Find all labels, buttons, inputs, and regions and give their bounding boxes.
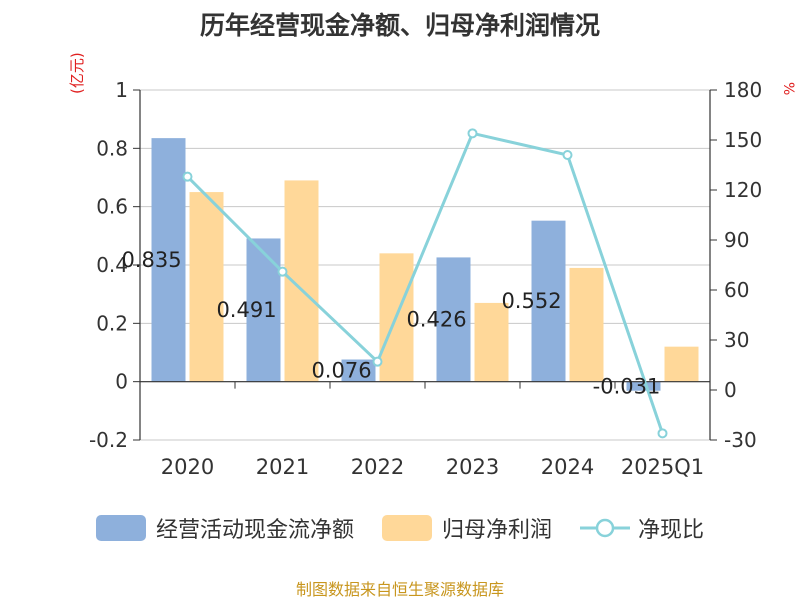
legend-swatch-ratio (580, 518, 630, 538)
left-tick-label: 0.8 (96, 136, 128, 160)
category-label: 2025Q1 (621, 455, 704, 479)
bar-netprofit (284, 180, 319, 382)
left-tick-label: 0.2 (96, 311, 128, 335)
left-tick-label: 0.6 (96, 195, 128, 219)
right-tick-label: 0 (724, 378, 737, 402)
ratio-point (657, 428, 668, 439)
ratio-point (467, 128, 478, 139)
right-tick-label: 150 (724, 128, 762, 152)
data-source-note: 制图数据来自恒生聚源数据库 (295, 580, 504, 599)
data-label: 0.835 (121, 248, 181, 272)
data-label: 0.426 (406, 308, 466, 332)
category-label: 2021 (256, 455, 309, 479)
category-label: 2020 (161, 455, 214, 479)
right-tick-label: 120 (724, 178, 762, 202)
ratio-point (182, 171, 193, 182)
right-tick-label: 60 (724, 278, 749, 302)
legend-item-cashflow[interactable]: 经营活动现金流净额 (95, 512, 354, 544)
bar-cashflow (341, 359, 376, 382)
left-tick-label: 1 (115, 78, 128, 102)
bar-cashflow (151, 138, 186, 382)
ratio-point (277, 266, 288, 277)
category-label: 2024 (541, 455, 594, 479)
legend-label-ratio: 净现比 (638, 518, 705, 543)
legend: 经营活动现金流净额 归母净利润 净现比 (0, 512, 800, 544)
legend-swatch-cashflow (95, 515, 146, 541)
legend-item-ratio[interactable]: 净现比 (580, 512, 704, 544)
ratio-point (372, 356, 383, 367)
chart-canvas: -0.2 0 0.2 0.4 0.6 0.8 1 -30 0 30 60 90 120 150 180 202… (89, 78, 762, 479)
bar-netprofit (664, 346, 699, 382)
chart-title: 历年经营现金净额、归母净利润情况 (199, 11, 600, 40)
category-label: 2023 (446, 455, 499, 479)
bar-netprofit (569, 267, 604, 382)
legend-swatch-netprofit (381, 515, 432, 541)
data-label: -0.031 (593, 375, 661, 399)
legend-item-netprofit[interactable]: 归母净利润 (381, 512, 552, 544)
data-label: 0.491 (216, 298, 276, 322)
left-tick-label: 0 (115, 370, 128, 394)
bar-netprofit (189, 192, 224, 382)
bar-cashflow (436, 257, 471, 382)
ratio-line (186, 131, 664, 434)
legend-label-cashflow: 经营活动现金流净额 (155, 518, 354, 543)
right-tick-label: -30 (724, 428, 757, 452)
data-label: 0.076 (311, 359, 371, 383)
bar-cashflow (626, 381, 661, 391)
category-label: 2022 (351, 455, 404, 479)
right-tick-label: 180 (724, 78, 762, 102)
data-label: 0.552 (501, 289, 561, 313)
ratio-point (562, 150, 573, 160)
bar-netprofit (474, 302, 509, 382)
left-tick-label: 0.4 (96, 253, 128, 277)
right-tick-label: 30 (724, 328, 749, 352)
legend-label-netprofit: 归母净利润 (441, 518, 552, 543)
left-tick-label: -0.2 (89, 428, 128, 452)
right-tick-label: 90 (724, 228, 749, 252)
bar-cashflow (531, 220, 566, 382)
